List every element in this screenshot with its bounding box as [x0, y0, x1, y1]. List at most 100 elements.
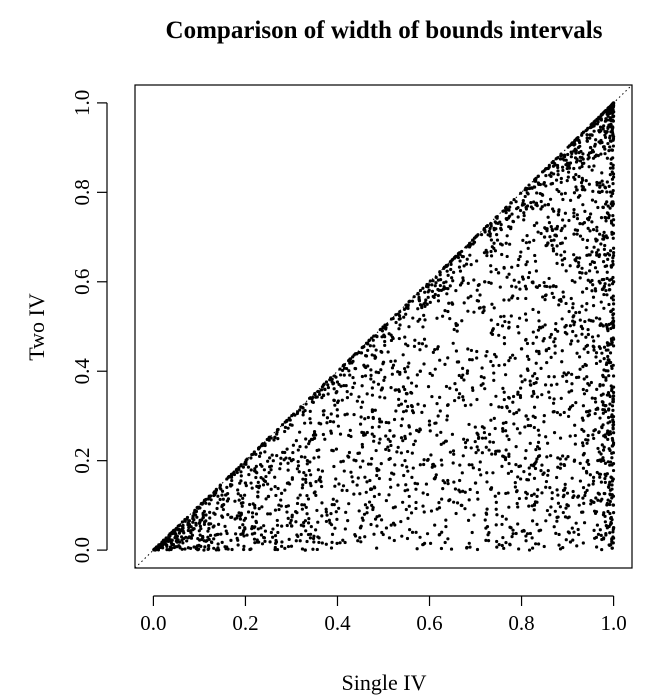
data-point [451, 461, 455, 465]
data-point [550, 491, 554, 495]
data-point [544, 519, 548, 523]
data-point [374, 348, 378, 352]
data-point [249, 481, 253, 485]
data-point [463, 403, 467, 408]
data-point [364, 365, 368, 370]
data-point [322, 382, 326, 386]
data-point [606, 141, 610, 146]
data-point [327, 518, 331, 522]
data-point [604, 264, 609, 268]
data-point [523, 425, 527, 429]
data-point [609, 157, 613, 161]
data-point [506, 471, 511, 475]
data-point [536, 488, 540, 492]
data-point [393, 359, 397, 363]
data-point [563, 211, 568, 215]
data-point [476, 432, 480, 437]
data-point [577, 263, 581, 268]
data-point [595, 387, 599, 391]
data-point [324, 507, 328, 511]
y-tick-label: 0.4 [70, 358, 94, 385]
data-point [604, 288, 608, 293]
data-point [598, 125, 603, 129]
data-point [244, 484, 248, 488]
data-point [306, 521, 311, 525]
data-point [392, 417, 397, 422]
data-point [539, 231, 543, 236]
data-point [309, 473, 313, 477]
data-point [389, 333, 393, 337]
data-point [407, 528, 412, 532]
data-point [312, 491, 316, 495]
data-point [421, 286, 425, 290]
data-point [528, 472, 532, 476]
data-point [484, 248, 488, 252]
data-point [596, 532, 601, 536]
data-point [387, 493, 391, 497]
data-point [461, 373, 465, 377]
data-point [463, 441, 468, 445]
data-point [605, 270, 609, 274]
data-point [593, 511, 598, 515]
data-point [566, 152, 570, 157]
data-point [532, 200, 536, 204]
data-point [601, 233, 605, 238]
data-point [580, 304, 584, 308]
data-point [609, 139, 613, 143]
data-point [300, 405, 304, 410]
data-point [413, 338, 417, 342]
data-point [525, 260, 529, 264]
data-point [377, 492, 381, 497]
data-point [429, 509, 434, 513]
data-point [488, 440, 492, 444]
data-point [347, 369, 351, 373]
data-point [438, 395, 442, 400]
data-point [500, 252, 504, 257]
data-point [420, 410, 424, 415]
data-point [549, 505, 553, 509]
data-point [495, 545, 499, 549]
data-point [360, 445, 365, 449]
data-point [575, 351, 579, 355]
data-point [599, 300, 603, 304]
data-point [465, 545, 469, 550]
data-point [367, 500, 372, 504]
data-point [604, 219, 608, 223]
data-point [549, 355, 553, 360]
data-point [603, 520, 607, 524]
data-point [522, 211, 526, 215]
data-point [197, 505, 201, 509]
data-point [421, 491, 425, 495]
data-point [525, 234, 529, 238]
data-point [611, 302, 616, 306]
data-point [559, 180, 563, 184]
data-point [607, 485, 611, 490]
data-point [489, 222, 493, 226]
data-point [514, 200, 518, 204]
data-point [483, 228, 487, 233]
data-point [610, 389, 614, 393]
y-axis-label: Two IV [24, 293, 49, 361]
data-point [610, 364, 614, 368]
data-point [413, 439, 417, 443]
data-point [517, 408, 521, 412]
data-point [246, 510, 251, 514]
data-point [414, 530, 418, 534]
data-point [479, 473, 483, 477]
data-point [502, 314, 506, 318]
data-point [424, 284, 429, 289]
data-point [607, 302, 611, 307]
data-point [358, 536, 362, 540]
data-point [428, 429, 432, 433]
data-point [418, 303, 423, 307]
data-point [359, 524, 363, 528]
data-point [598, 184, 602, 188]
data-point [373, 354, 377, 358]
data-point [335, 517, 339, 521]
data-point [611, 468, 616, 473]
data-point [611, 408, 615, 413]
data-point [608, 463, 612, 467]
data-point [370, 432, 374, 436]
data-point [593, 266, 598, 270]
data-point [541, 325, 545, 329]
